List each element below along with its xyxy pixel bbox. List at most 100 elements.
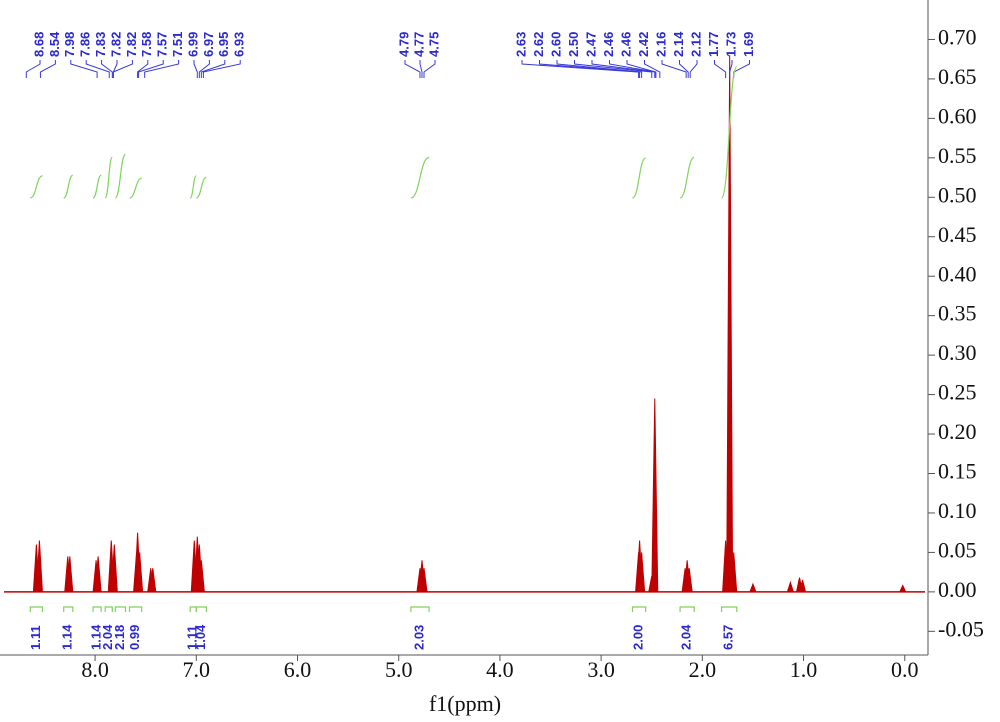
peak-connector [39, 60, 56, 78]
peak-label: 4.77 [411, 32, 426, 57]
x-tick-label: 3.0 [587, 657, 615, 682]
integral-curve [30, 175, 43, 199]
peak-label: 4.75 [426, 32, 441, 57]
peak-connector [591, 60, 656, 78]
peak-connector [85, 60, 110, 78]
peak-label: 7.86 [78, 32, 93, 57]
y-tick-label: 0.30 [938, 340, 977, 365]
peak-connector [574, 60, 653, 78]
peak-connector [193, 60, 198, 78]
peak-connector [25, 60, 41, 78]
peak-label: 2.46 [618, 32, 633, 57]
peak-connector [661, 60, 687, 78]
peak-connector [539, 60, 641, 78]
peak-connector [144, 60, 180, 78]
integral-bracket [114, 606, 127, 612]
peak-connector [137, 60, 149, 78]
peak-connector [112, 60, 133, 78]
peak [35, 540, 43, 592]
integral-curve [104, 156, 113, 199]
peak-connector [679, 60, 689, 78]
peak-connector [70, 60, 98, 78]
peak [730, 552, 738, 592]
peak [149, 568, 157, 592]
peak-connector [101, 60, 113, 78]
y-tick-label: 0.15 [938, 459, 977, 484]
peak-label: 7.51 [170, 32, 185, 57]
y-tick-label: 0.65 [938, 64, 977, 89]
peak-label: 1.69 [741, 32, 756, 57]
peak-label: 8.54 [47, 31, 62, 57]
integral-label: 1.14 [89, 624, 104, 650]
integral-curve [92, 174, 102, 199]
integral-label: 1.11 [28, 625, 43, 650]
y-tick-label: 0.10 [938, 498, 977, 523]
peak-connector [556, 60, 643, 78]
peak-connector [689, 60, 698, 78]
peak-connector [714, 60, 727, 78]
peak [899, 584, 907, 593]
y-tick-label: 0.60 [938, 103, 977, 128]
x-tick-label: 5.0 [385, 657, 413, 682]
peak-connector [404, 60, 421, 78]
integral-bracket [189, 606, 197, 612]
integral-curve [189, 175, 197, 199]
peak-label: 2.47 [583, 32, 598, 57]
peak [197, 560, 205, 592]
y-tick-label: 0.40 [938, 261, 977, 286]
peak [110, 544, 118, 592]
integral-label: 2.04 [679, 624, 694, 650]
peak-connector [112, 60, 118, 78]
peak [66, 556, 74, 592]
y-tick-label: 0.20 [938, 419, 977, 444]
integral-label: 2.03 [411, 625, 426, 650]
peak-connector [202, 60, 241, 78]
integral-bracket [410, 606, 430, 612]
y-tick-label: 0.55 [938, 143, 977, 168]
peak-label: 2.42 [636, 32, 651, 57]
peak [749, 582, 757, 593]
peak-label: 7.83 [93, 32, 108, 57]
peak-connector [626, 60, 657, 78]
x-tick-label: 8.0 [81, 657, 109, 682]
peak-label: 2.16 [653, 32, 668, 57]
peak-label: 7.57 [155, 32, 170, 57]
integral-bracket [679, 606, 695, 612]
peak-connector [521, 60, 640, 78]
peak [685, 568, 693, 592]
integral-label: 1.14 [60, 624, 75, 650]
x-tick-label: 1.0 [790, 657, 818, 682]
integral-curve [631, 157, 647, 199]
peak-connector [733, 60, 750, 78]
peak-label: 2.63 [513, 32, 528, 57]
peak-label: 6.95 [216, 32, 231, 57]
x-tick-label: 6.0 [284, 657, 312, 682]
peak-label: 2.50 [566, 32, 581, 57]
peak-label: 2.46 [601, 32, 616, 57]
integral-curve [114, 153, 127, 199]
peak-label: 1.77 [706, 32, 721, 57]
peak-connector [419, 60, 423, 78]
peak [94, 556, 102, 592]
peak-label: 6.93 [232, 32, 247, 57]
y-tick-label: 0.05 [938, 537, 977, 562]
peak [651, 398, 659, 592]
y-tick-label: 0.45 [938, 222, 977, 247]
y-tick-label: 0.35 [938, 301, 977, 326]
peak-connector [198, 60, 210, 78]
integral-curve [679, 156, 695, 199]
peak [786, 580, 794, 593]
peak [726, 55, 734, 592]
integral-curve [63, 174, 74, 199]
integral-curve [196, 176, 207, 199]
x-axis-label: f1(ppm) [429, 691, 501, 716]
y-tick-label: 0.50 [938, 182, 977, 207]
peak-label: 1.73 [723, 32, 738, 57]
peak [799, 579, 807, 592]
peak-label: 6.97 [201, 32, 216, 57]
integral-label: 1.04 [193, 624, 208, 650]
integral-curve [410, 156, 430, 199]
integral-bracket [92, 606, 102, 612]
y-tick-label: -0.05 [938, 616, 984, 641]
